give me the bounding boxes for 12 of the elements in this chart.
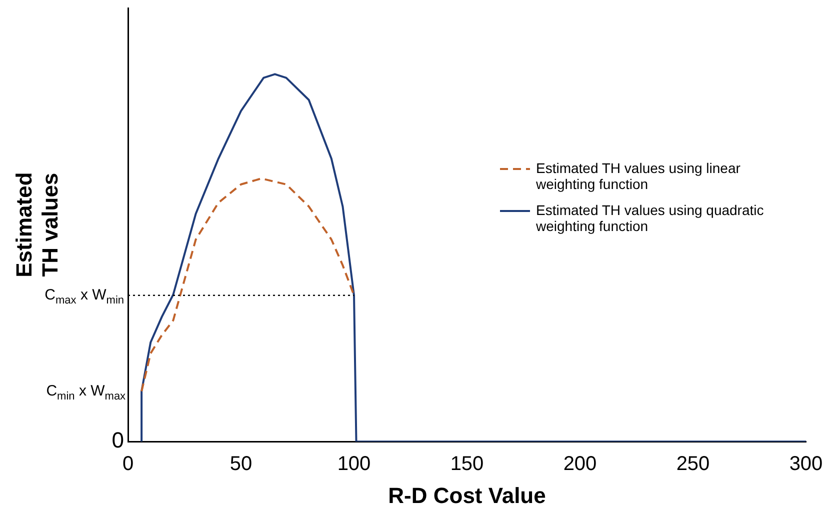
x-axis-title: R-D Cost Value xyxy=(388,482,546,508)
legend-label: Estimated TH values using quadratic weighting function xyxy=(536,202,765,234)
x-tick-label: 300 xyxy=(789,453,823,476)
x-tick-label: 200 xyxy=(563,453,597,476)
x-tick-label: 250 xyxy=(676,453,710,476)
legend-label: Estimated TH values using linear weighting function xyxy=(536,160,742,192)
x-tick-label: 150 xyxy=(450,453,484,476)
x-tick-label: 0 xyxy=(122,453,134,476)
text: 0 xyxy=(112,428,124,453)
y-axis-title: Estimated TH values xyxy=(11,172,63,278)
x-tick-label: 100 xyxy=(337,453,371,476)
x-tick-label: 50 xyxy=(230,453,252,476)
